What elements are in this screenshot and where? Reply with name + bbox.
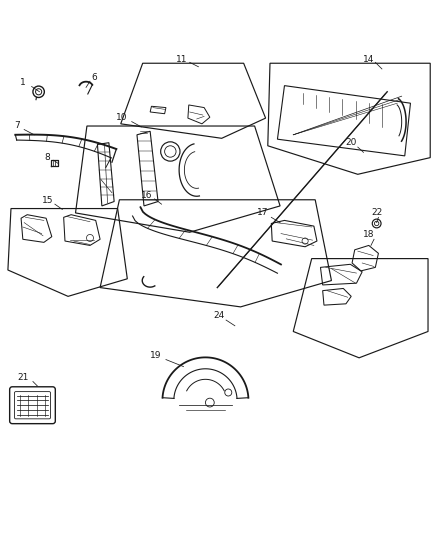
Text: 7: 7 [14,120,21,130]
Text: 14: 14 [362,55,374,64]
Text: 22: 22 [370,208,381,217]
Text: 17: 17 [256,208,268,217]
Text: 1: 1 [20,78,26,87]
Text: 19: 19 [150,351,161,360]
Text: 10: 10 [116,113,127,122]
Text: 24: 24 [212,311,224,320]
Text: 15: 15 [42,196,53,205]
Text: 20: 20 [345,138,356,147]
Text: 6: 6 [91,73,97,82]
Text: 8: 8 [44,153,50,162]
Text: 11: 11 [176,55,187,64]
Text: 16: 16 [141,191,152,200]
Text: 21: 21 [17,373,28,382]
Text: 18: 18 [362,230,374,239]
